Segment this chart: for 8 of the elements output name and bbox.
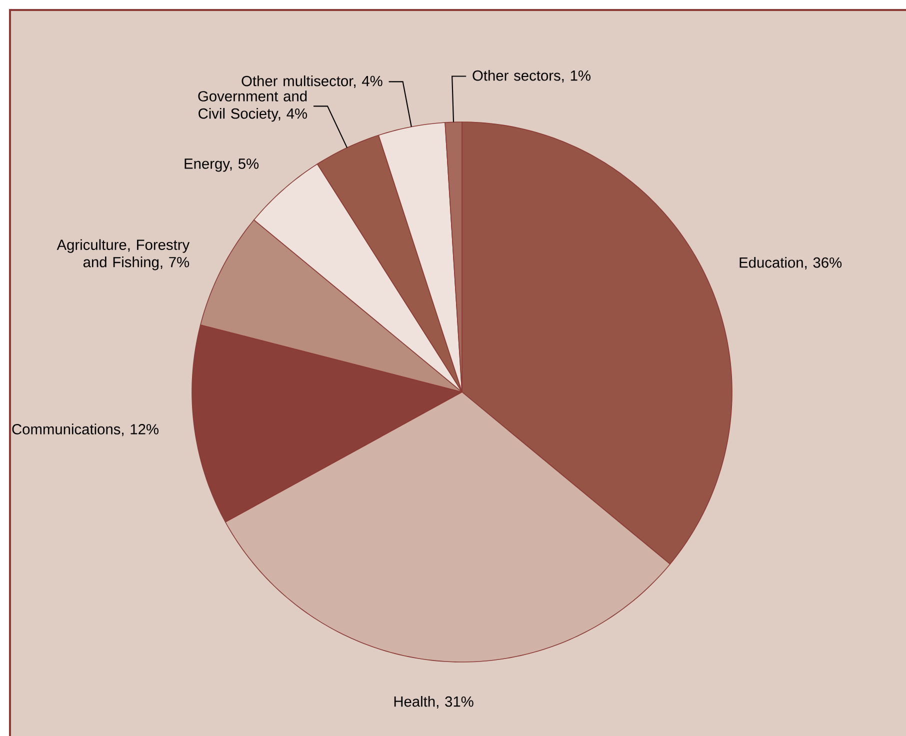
slice-label: Government and Civil Society, 4% xyxy=(198,90,308,122)
slice-label: Agriculture, Forestry and Fishing, 7% xyxy=(56,239,190,270)
slice-label: Other sectors, 1% xyxy=(472,70,590,83)
slice-label: Other multisector, 4% xyxy=(242,75,382,88)
slice-label: Communications, 12% xyxy=(12,424,158,436)
slice-label: Education, 36% xyxy=(740,256,842,270)
slice-label: Energy, 5% xyxy=(184,158,259,172)
slice-label: Health, 31% xyxy=(394,696,474,709)
